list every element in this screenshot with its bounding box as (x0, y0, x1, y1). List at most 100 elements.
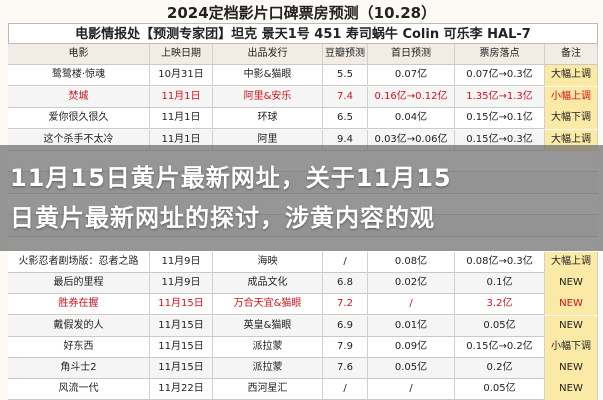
table-cell: 英皇&猫眼 (213, 315, 323, 337)
table-cell: 上映日期 (150, 44, 213, 65)
table-cell: 7.4 (323, 86, 368, 108)
table-cell: / (368, 294, 455, 316)
table-cell: 海映 (213, 252, 323, 273)
table-cell: 0.15亿→0.1亿 (455, 108, 545, 129)
subtitle: 电影情报处【预测专家团】坦克 景天1号 451 寿司蜗牛 Colin 可乐李 H… (8, 23, 598, 44)
table-cell: 角斗士2 (8, 358, 150, 379)
table-cell: 大幅下调 (545, 108, 598, 129)
table-cell: 爱你很久很久 (8, 108, 150, 129)
table-cell: 11月1日 (150, 86, 213, 108)
table-cell: 胜券在握 (8, 294, 150, 316)
table-cell: 11月22日 (150, 379, 213, 400)
table-cell: 11月15日 (150, 358, 213, 379)
table-cell: 0.15亿→0.2亿 (455, 336, 545, 358)
table-cell: 0.01亿 (368, 315, 455, 337)
table-cell: 6.5 (323, 108, 368, 129)
overlay-line: 日黄片最新网址的探讨，涉黄内容的观 (10, 204, 435, 232)
table-cell: 0.05亿 (368, 358, 455, 379)
table-cell: 备注 (545, 44, 598, 65)
table-cell: 11月9日 (150, 273, 213, 295)
table-cell: 票房落点 (455, 44, 545, 65)
table-cell: 派拉蒙 (213, 336, 323, 358)
table-cell: 大幅上调 (545, 252, 598, 273)
table-cell: NEW (545, 273, 598, 295)
table-row: 焚城 11月1日 阿里&安乐 7.4 0.16亿→0.12亿 1.35亿→1.3亿 小幅上调 (8, 86, 598, 108)
table-cell: NEW (545, 315, 598, 337)
table-row: 最后的里程 11月9日 成品文化 6.8 0.02亿 0.1亿 NEW (8, 273, 598, 295)
table-cell: 0.16亿→0.12亿 (368, 86, 455, 108)
table-cell: 0.04亿 (368, 108, 455, 129)
table-cell: 阿里 (213, 129, 323, 151)
table-cell: / (368, 379, 455, 400)
table-cell: 0.05亿 (455, 315, 545, 337)
table-cell: 电影 (8, 44, 150, 65)
table-cell: 0.07亿 (368, 65, 455, 86)
table-cell: 成品文化 (213, 273, 323, 295)
table-cell: 6.8 (323, 273, 368, 295)
table-cell: 11月15日 (150, 315, 213, 337)
table-cell: NEW (545, 379, 598, 400)
table-cell: 鹭鹭楼·惊魂 (8, 65, 150, 86)
table-cell: 0.03亿→0.06亿 (368, 129, 455, 151)
table-cell: 7.9 (323, 336, 368, 358)
table-row: 鹭鹭楼·惊魂 10月31日 中影&猫眼 5.5 0.07亿 0.07亿→0.3亿 大幅上调 (8, 65, 598, 86)
table-cell: 0.09亿 (368, 336, 455, 358)
table-cell: 5.5 (323, 65, 368, 86)
table-row: 风流一代 11月22日 西河星汇 //0.05亿 NEW (8, 379, 598, 400)
table-row: 好东西 11月15日 派拉蒙 7.9 0.09亿 0.15亿→0.2亿 小幅下调 (8, 336, 598, 358)
table-cell: 9.4 (323, 129, 368, 151)
table-cell: 西河星汇 (213, 379, 323, 400)
table-cell: 1.35亿→1.3亿 (455, 86, 545, 108)
table-cell: / (323, 252, 368, 273)
table-row: 角斗士2 11月15日 派拉蒙 7.6 0.05亿 0.2亿 NEW (8, 358, 598, 379)
table-cell: 最后的里程 (8, 273, 150, 295)
table-cell: NEW (545, 294, 598, 316)
table-cell: 万合天宜&猫眼 (213, 294, 323, 316)
table-cell: 风流一代 (8, 379, 150, 400)
table-cell: 0.15亿→0.3亿 (455, 129, 545, 151)
table-cell: NEW (545, 358, 598, 379)
table-cell: 0.02亿 (368, 273, 455, 295)
table-cell: 大幅上调 (545, 65, 598, 86)
table-cell: 7.6 (323, 358, 368, 379)
table-cell: 11月1日 (150, 108, 213, 129)
table-row: 戴假发的人 11月15日 英皇&猫眼 6.9 0.01亿 0.05亿 NEW (8, 315, 598, 337)
table-cell: 焚城 (8, 86, 150, 108)
table-cell: 派拉蒙 (213, 358, 323, 379)
table-cell: 阿里&安乐 (213, 86, 323, 108)
table-cell: 0.1亿 (455, 273, 545, 295)
table-cell: 0.08亿→0.3亿 (455, 252, 545, 273)
table-cell: 出品发行 (213, 44, 323, 65)
overlay-line: 11月15日黄片最新网址，关于11月15 (10, 164, 452, 192)
overlay-banner (0, 145, 603, 251)
table-cell: 小幅下调 (545, 336, 598, 358)
table-cell: 好东西 (8, 336, 150, 358)
table-cell: 0.07亿→0.3亿 (455, 65, 545, 86)
table-cell: 0.2亿 (455, 358, 545, 379)
table-cell: 中影&猫眼 (213, 65, 323, 86)
table-cell: 0.05亿 (455, 379, 545, 400)
header-row: 电影 上映日期 出品发行 豆瓣预测 首日预测 票房落点 备注 (8, 44, 598, 65)
table-cell: 豆瓣预测 (323, 44, 368, 65)
table-cell: / (323, 379, 368, 400)
table-row: 爱你很久很久 11月1日 环球 6.5 0.04亿 0.15亿→0.1亿 大幅下调 (8, 108, 598, 129)
table-cell: 11月1日 (150, 129, 213, 151)
table-cell: 环球 (213, 108, 323, 129)
table-cell: 11月9日 (150, 252, 213, 273)
table-cell: 首日预测 (368, 44, 455, 65)
table-row: 火影忍者剧场版：忍者之路 11月9日 海映/0.08亿 0.08亿→0.3亿 大幅上调 (8, 252, 598, 273)
table-row: 胜券在握 11月15日 万合天宜&猫眼 7.2/3.2亿 NEW (8, 294, 598, 316)
table-cell: 3.2亿 (455, 294, 545, 316)
table-cell: 小幅上调 (545, 86, 598, 108)
table-cell: 11月15日 (150, 336, 213, 358)
title: 2024定档影片口碑票房预测（10.28） (166, 4, 437, 22)
overlay-text: 11月15日黄片最新网址，关于11月15 日黄片最新网址的探讨，涉黄内容的观 (10, 158, 600, 238)
table-cell: 0.08亿 (368, 252, 455, 273)
table-cell: 10月31日 (150, 65, 213, 86)
table-cell: 6.9 (323, 315, 368, 337)
table-cell: 火影忍者剧场版：忍者之路 (8, 252, 150, 273)
table-cell: 这个杀手不太冷 (8, 129, 150, 151)
table-cell: 戴假发的人 (8, 315, 150, 337)
table-cell: 11月15日 (150, 294, 213, 316)
